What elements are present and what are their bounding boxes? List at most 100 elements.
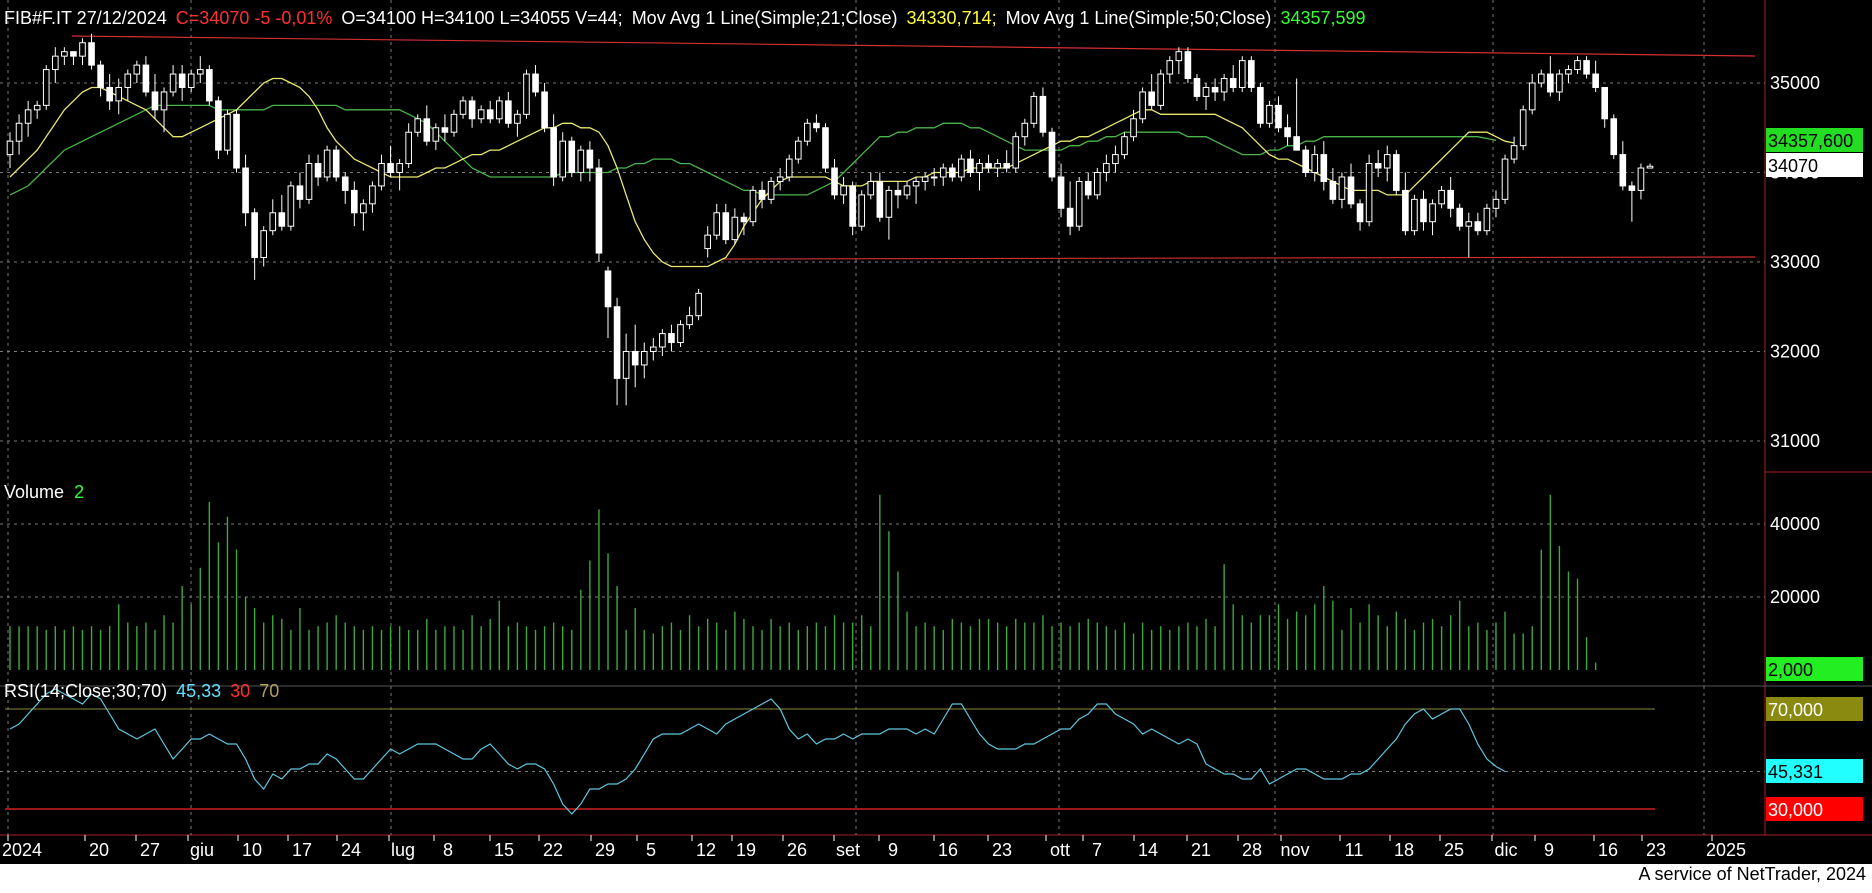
candle-down (106, 86, 113, 102)
candle-up (1429, 203, 1436, 223)
candle-up (1012, 136, 1020, 169)
candle-up (1021, 122, 1029, 138)
ma21-value: 34330,714; (907, 8, 997, 28)
candle-up (1574, 60, 1581, 71)
ma50-badge: 34357,600 (1768, 131, 1853, 151)
time-tick-label: 16 (1598, 840, 1618, 860)
candle-up (133, 64, 141, 75)
candle-up (1157, 73, 1165, 106)
time-tick-label: 7 (1092, 840, 1102, 860)
candle-up (958, 158, 965, 178)
candle-down (604, 270, 612, 308)
price-tick-label: 33000 (1770, 252, 1820, 272)
time-tick-label: 15 (494, 840, 514, 860)
candle-up (912, 180, 920, 187)
time-tick-label: lug (391, 840, 415, 860)
candle-up (1139, 91, 1146, 120)
candle-down (722, 212, 730, 241)
candle-up (994, 163, 1001, 169)
candle-down (822, 127, 829, 169)
candle-up (1483, 207, 1491, 232)
candle-down (1592, 73, 1599, 88)
candle-down (1456, 207, 1464, 227)
candle-down (332, 149, 340, 178)
candle-up (405, 131, 412, 165)
candle-up (369, 185, 376, 205)
time-tick-label: ott (1050, 840, 1070, 860)
time-tick-label: 5 (646, 840, 656, 860)
candle-up (51, 55, 59, 71)
candle-down (949, 167, 956, 178)
grid-layer (0, 0, 1872, 836)
candle-up (1220, 78, 1228, 93)
candle-down (631, 351, 639, 366)
candle-up (1528, 82, 1536, 111)
candle-up (1093, 172, 1101, 196)
symbol-date: FIB#F.IT 27/12/2024 (4, 8, 167, 28)
candle-up (767, 180, 775, 200)
candle-down (88, 42, 95, 66)
candle-down (668, 333, 675, 344)
candle-down (242, 167, 249, 214)
candle-down (550, 127, 557, 178)
candle-down (586, 149, 594, 169)
candle-down (1583, 60, 1590, 75)
price-tick-label: 31000 (1770, 431, 1820, 451)
candle-down (532, 73, 539, 93)
volume-tick-label: 40000 (1770, 514, 1820, 534)
candle-down (70, 51, 77, 57)
candle-down (1628, 185, 1636, 191)
candle-up (378, 163, 385, 187)
chart-title-line: FIB#F.IT 27/12/2024 C=34070 -5 -0,01% O=… (4, 8, 1366, 28)
candle-up (1537, 73, 1545, 84)
candle-down (178, 73, 186, 88)
volume-layer (9, 494, 1597, 670)
time-tick-label: 21 (1191, 840, 1211, 860)
candle-down (351, 189, 358, 214)
candle-down (1284, 127, 1291, 138)
candle-down (1066, 207, 1074, 227)
time-tick-label: nov (1280, 840, 1309, 860)
candle-up (1556, 73, 1563, 93)
candle-up (650, 346, 657, 352)
candle-up (1438, 189, 1445, 205)
candle-down (423, 118, 431, 142)
volume-value: 2 (74, 482, 84, 502)
candle-down (341, 176, 349, 191)
candle-up (1103, 163, 1110, 174)
candle-up (477, 109, 485, 120)
time-tick-label: 19 (736, 840, 756, 860)
candle-up (885, 189, 893, 218)
candle-down (568, 140, 576, 174)
close-change: C=34070 -5 -0,01% (176, 8, 333, 28)
candle-down (967, 158, 974, 173)
candle-up (1338, 176, 1346, 200)
candle-up (1465, 221, 1473, 227)
candle-down (1619, 154, 1627, 187)
candle-down (1474, 221, 1482, 232)
candle-up (1510, 145, 1518, 160)
candle-up (858, 194, 866, 227)
rsi-value-badge-bg (1766, 759, 1863, 783)
candle-down (1374, 163, 1382, 169)
candle-up (794, 140, 802, 160)
candle-up (459, 100, 467, 115)
rsi-low-badge: 30,000 (1768, 800, 1823, 820)
candle-down (1356, 203, 1364, 223)
candle-down (831, 167, 838, 196)
candle-up (1130, 118, 1137, 138)
candle-up (976, 163, 983, 174)
candle-down (233, 113, 240, 169)
candle-up (1202, 86, 1210, 97)
candle-down (740, 216, 748, 223)
rsi-low-badge-bg (1766, 797, 1863, 821)
last-price-badge-bg (1766, 153, 1863, 177)
time-tick-label: 23 (1646, 840, 1666, 860)
candle-down (613, 306, 621, 379)
footer-credit: A service of NetTrader, 2024 (1638, 864, 1866, 884)
candle-down (441, 127, 449, 133)
candle-down (1148, 91, 1155, 106)
candle-down (1447, 189, 1454, 209)
